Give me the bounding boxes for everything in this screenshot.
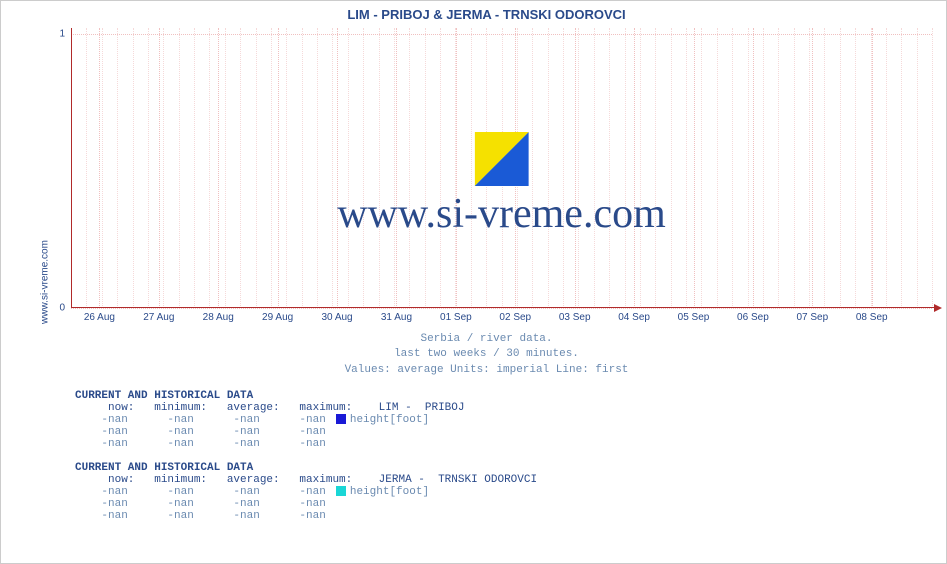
x-tick-label: 27 Aug bbox=[143, 312, 174, 323]
chart-plot: 01 www.si-vreme.com 26 Aug27 Aug28 Aug29… bbox=[71, 28, 932, 308]
sub-line-1: Serbia / river data. bbox=[31, 332, 942, 347]
x-tick-label: 04 Sep bbox=[618, 312, 650, 323]
data-block-title: CURRENT AND HISTORICAL DATA bbox=[75, 390, 942, 402]
x-tick-label: 05 Sep bbox=[678, 312, 710, 323]
chart-subtitle: Serbia / river data. last two weeks / 30… bbox=[31, 332, 942, 378]
data-row: -nan -nan -nan -nan bbox=[75, 498, 942, 510]
legend-swatch bbox=[336, 414, 346, 424]
chart-title: LIM - PRIBOJ & JERMA - TRNSKI ODOROVCI bbox=[31, 1, 942, 22]
x-tick-label: 26 Aug bbox=[84, 312, 115, 323]
legend-swatch bbox=[336, 486, 346, 496]
data-row: -nan -nan -nan -nan bbox=[75, 510, 942, 522]
data-row: -nan -nan -nan -nanheight[foot] bbox=[75, 414, 942, 426]
data-block-header: now: minimum: average: maximum: LIM - PR… bbox=[75, 402, 942, 414]
main-panel: LIM - PRIBOJ & JERMA - TRNSKI ODOROVCI 0… bbox=[31, 1, 942, 563]
x-tick-label: 06 Sep bbox=[737, 312, 769, 323]
data-block-title: CURRENT AND HISTORICAL DATA bbox=[75, 462, 942, 474]
x-tick-label: 01 Sep bbox=[440, 312, 472, 323]
x-tick-label: 31 Aug bbox=[381, 312, 412, 323]
x-tick-label: 03 Sep bbox=[559, 312, 591, 323]
data-row: -nan -nan -nan -nan bbox=[75, 438, 942, 450]
sub-line-2: last two weeks / 30 minutes. bbox=[31, 347, 942, 362]
data-row: -nan -nan -nan -nanheight[foot] bbox=[75, 486, 942, 498]
data-row: -nan -nan -nan -nan bbox=[75, 426, 942, 438]
series-name: LIM - PRIBOJ bbox=[372, 402, 464, 414]
x-tick-label: 08 Sep bbox=[856, 312, 888, 323]
x-tick-label: 07 Sep bbox=[796, 312, 828, 323]
series-name: JERMA - TRNSKI ODOROVCI bbox=[372, 474, 537, 486]
x-tick-label: 30 Aug bbox=[321, 312, 352, 323]
y-tick-label: 1 bbox=[59, 28, 71, 39]
sub-line-3: Values: average Units: imperial Line: fi… bbox=[31, 363, 942, 378]
y-axis bbox=[71, 28, 72, 308]
x-tick-label: 02 Sep bbox=[499, 312, 531, 323]
x-tick-label: 28 Aug bbox=[203, 312, 234, 323]
data-block: CURRENT AND HISTORICAL DATA now: minimum… bbox=[75, 390, 942, 450]
y-tick-label: 0 bbox=[59, 303, 71, 314]
data-block-header: now: minimum: average: maximum: JERMA - … bbox=[75, 474, 942, 486]
x-tick-label: 29 Aug bbox=[262, 312, 293, 323]
unit-label: height[foot] bbox=[350, 486, 429, 498]
data-block: CURRENT AND HISTORICAL DATA now: minimum… bbox=[75, 462, 942, 522]
unit-label: height[foot] bbox=[350, 414, 429, 426]
